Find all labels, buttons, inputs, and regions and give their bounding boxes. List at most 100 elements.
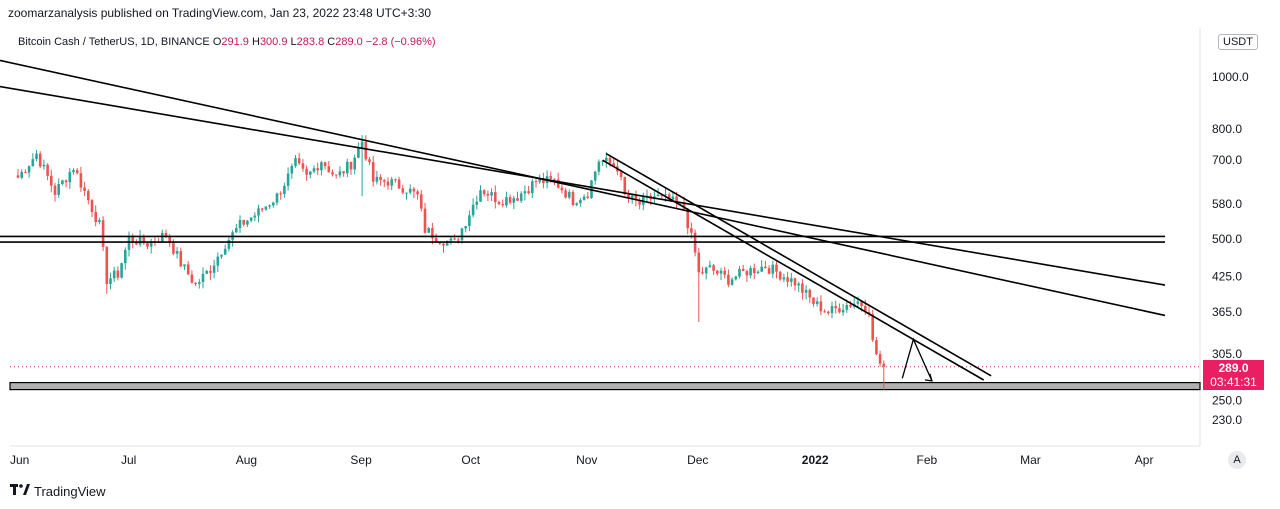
candle-body	[87, 191, 90, 201]
candle-body	[797, 283, 800, 286]
candle-body	[579, 199, 582, 204]
candle-body	[161, 232, 164, 242]
auto-scale-button[interactable]: A	[1228, 451, 1246, 469]
candle-body	[90, 200, 94, 212]
candle-body	[497, 202, 501, 205]
candle-body	[671, 196, 675, 200]
y-tick-label: 580.0	[1212, 197, 1242, 211]
candle-body	[220, 254, 223, 257]
candle-body	[442, 243, 445, 246]
candle-body	[808, 289, 812, 298]
candle-body	[242, 219, 245, 225]
candle-body	[353, 157, 356, 170]
candle-body	[630, 195, 634, 199]
candle-body	[482, 190, 486, 195]
support-zone[interactable]	[9, 381, 1201, 391]
candle-body	[434, 238, 438, 242]
candle-body	[815, 301, 819, 305]
y-tick-label: 700.0	[1212, 153, 1242, 167]
candle-body	[135, 242, 138, 245]
candle-body	[597, 161, 601, 172]
candle-body	[786, 277, 789, 282]
candle-body	[416, 191, 419, 195]
candle-body	[701, 272, 704, 274]
candle-body	[238, 219, 242, 229]
x-tick-label: Sep	[350, 453, 372, 467]
candle-body	[68, 172, 72, 183]
candle-body	[342, 171, 345, 174]
candle-body	[882, 363, 886, 367]
candle-body	[61, 180, 64, 185]
candle-body	[164, 232, 168, 236]
candle-body	[368, 159, 371, 163]
steep-downtrend-b[interactable]	[605, 152, 992, 377]
candle-body	[146, 243, 149, 247]
publish-info: zoomarzanalysis published on TradingView…	[8, 6, 432, 20]
candle-body	[423, 208, 427, 233]
candle-body	[27, 166, 31, 173]
candle-body	[72, 170, 75, 173]
candle-body	[349, 161, 353, 170]
x-tick-label: Dec	[687, 453, 708, 467]
candle-body	[738, 268, 741, 277]
y-tick-label: 305.0	[1212, 347, 1242, 361]
candle-body	[723, 270, 726, 275]
candle-body	[686, 208, 689, 229]
candle-body	[264, 206, 268, 210]
tradingview-logo[interactable]: TradingView	[10, 484, 106, 499]
currency-button[interactable]: USDT	[1218, 34, 1258, 50]
candle-body	[397, 179, 401, 189]
candle-body	[179, 251, 183, 267]
candle-body	[527, 191, 530, 193]
candle-body	[812, 297, 815, 305]
x-tick-label: 2022	[802, 453, 829, 467]
candle-body	[127, 236, 131, 250]
candle-body	[124, 249, 127, 264]
candle-body	[838, 308, 841, 313]
candle-body	[556, 179, 560, 188]
y-tick-label: 800.0	[1212, 122, 1242, 136]
candle-body	[109, 278, 112, 284]
candle-body	[131, 236, 134, 243]
candle-body	[98, 220, 101, 222]
projected-path[interactable]	[901, 337, 933, 382]
candle-body	[371, 162, 375, 182]
candle-body	[856, 301, 860, 304]
candle-body	[767, 268, 771, 274]
candle-body	[390, 179, 393, 186]
candle-body	[235, 228, 238, 233]
candle-body	[801, 283, 804, 293]
candle-body	[660, 194, 664, 196]
steep-downtrend-a[interactable]	[602, 159, 985, 381]
candle-body	[534, 181, 538, 183]
candle-body	[727, 274, 730, 285]
candle-body	[845, 305, 849, 310]
long-downtrend-upper[interactable]	[0, 16, 1166, 317]
candle-body	[675, 196, 678, 203]
x-tick-label: Jul	[121, 453, 136, 467]
candle-body	[360, 141, 364, 148]
candle-body	[186, 264, 190, 275]
candle-body	[778, 271, 782, 280]
y-tick-label: 1000.0	[1212, 70, 1249, 84]
candle-body	[638, 200, 641, 205]
x-tick-label: Aug	[236, 453, 257, 467]
candle-body	[31, 159, 35, 167]
candle-body	[138, 235, 142, 245]
candle-body	[690, 228, 693, 233]
candle-body	[619, 171, 623, 178]
candle-body	[741, 268, 745, 272]
long-downtrend-lower[interactable]	[0, 77, 1166, 286]
candle-body	[357, 147, 360, 158]
candle-body	[79, 173, 83, 188]
candle-body	[216, 256, 220, 266]
candle-body	[519, 193, 523, 201]
candle-body	[190, 274, 194, 283]
candle-body	[312, 168, 316, 172]
candle-body	[24, 172, 27, 174]
y-tick-label: 500.0	[1212, 232, 1242, 246]
candle-body	[346, 161, 349, 174]
candle-body	[608, 157, 612, 164]
candle-body	[730, 279, 734, 285]
